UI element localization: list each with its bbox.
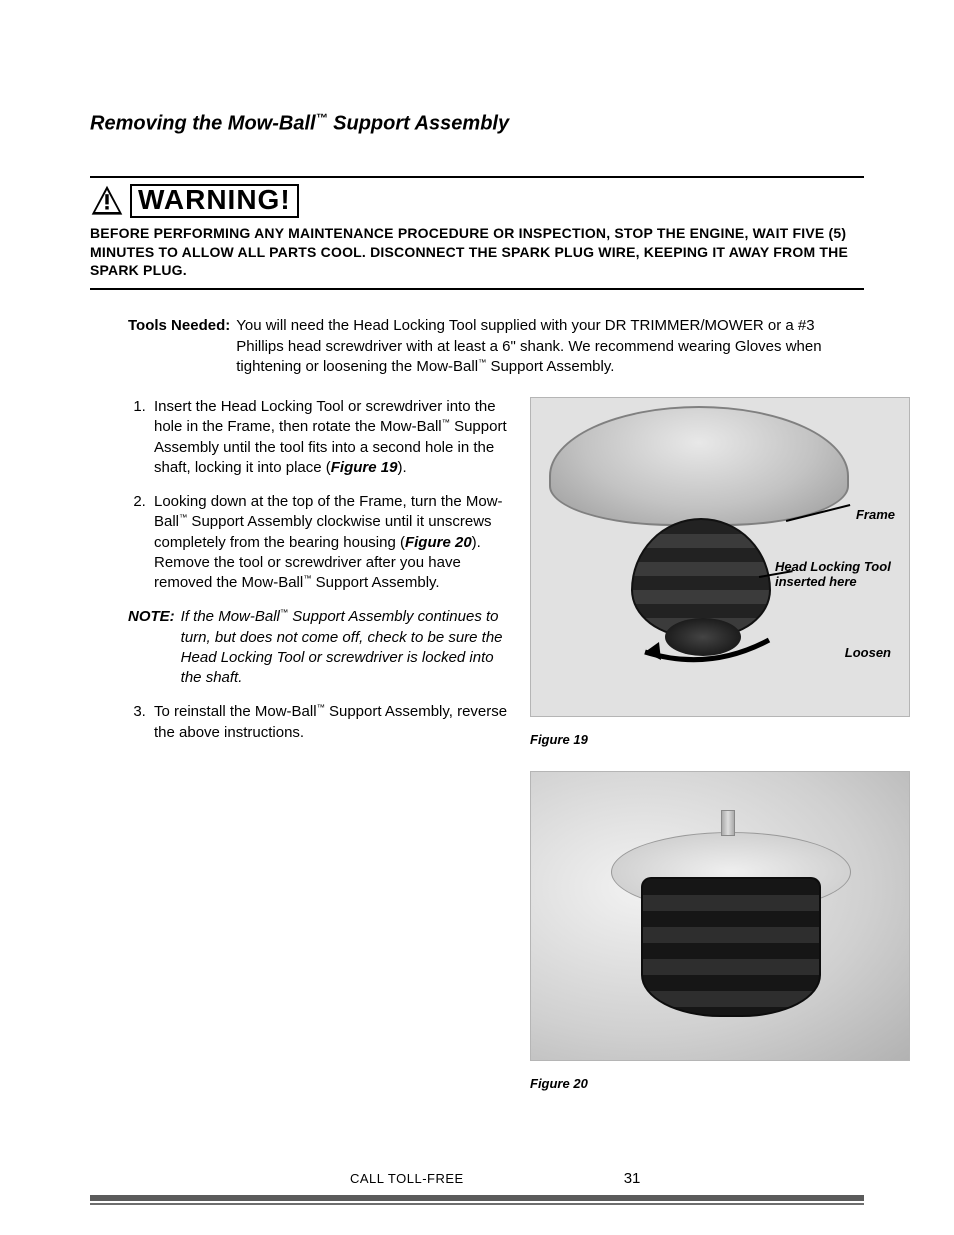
figure-20-bolt [721, 810, 735, 836]
warning-rule-top [90, 176, 864, 178]
warning-text: BEFORE PERFORMING ANY MAINTENANCE PROCED… [90, 224, 864, 281]
figure-20: Figure 20 [530, 771, 910, 1093]
hazard-triangle-icon [90, 184, 124, 218]
note-tm: ™ [280, 608, 288, 617]
footer-rule [90, 1195, 864, 1205]
step-2-figref: Figure 20 [405, 534, 472, 551]
note-block: NOTE: If the Mow-Ball™ Support Assembly … [128, 607, 508, 688]
loosen-arrow-icon [629, 630, 779, 670]
figure-20-image [530, 771, 910, 1061]
tools-body: You will need the Head Locking Tool supp… [230, 316, 864, 377]
callout-frame: Frame [856, 508, 895, 523]
tools-body-2: Support Assembly. [486, 358, 614, 375]
tools-needed: Tools Needed: You will need the Head Loc… [128, 316, 864, 377]
footer-page-number: 31 [624, 1169, 641, 1189]
note-body: If the Mow-Ball™ Support Assembly contin… [175, 607, 508, 688]
step-3a: To reinstall the Mow-Ball [154, 703, 317, 720]
figure-19-trimmer-head [549, 406, 849, 526]
tools-label: Tools Needed: [128, 316, 230, 377]
step-1: Insert the Head Locking Tool or screwdri… [150, 397, 508, 478]
title-post: Support Assembly [328, 113, 510, 135]
note-label: NOTE: [128, 607, 175, 688]
callout-loosen: Loosen [845, 646, 891, 661]
step-1c: ). [397, 459, 406, 476]
step-3: To reinstall the Mow-Ball™ Support Assem… [150, 702, 508, 743]
callout-tool: Head Locking Tool inserted here [775, 560, 895, 590]
step-2: Looking down at the top of the Frame, tu… [150, 492, 508, 593]
footer-call-text: CALL TOLL-FREE [350, 1170, 464, 1188]
warning-banner: WARNING! [90, 184, 864, 218]
warning-label: WARNING! [130, 184, 299, 218]
steps-column: Insert the Head Locking Tool or screwdri… [128, 397, 508, 1114]
figure-20-caption: Figure 20 [530, 1075, 910, 1093]
warning-rule-bottom [90, 288, 864, 290]
figure-19-caption: Figure 19 [530, 731, 910, 749]
step-1a: Insert the Head Locking Tool or screwdri… [154, 398, 496, 435]
figure-20-drum [641, 877, 821, 1017]
step-2d: Support Assembly. [311, 574, 439, 591]
title-pre: Removing the Mow-Ball [90, 113, 316, 135]
figure-19-image: Frame Head Locking Tool inserted here Lo… [530, 397, 910, 717]
step-1-figref: Figure 19 [331, 459, 398, 476]
figure-19: Frame Head Locking Tool inserted here Lo… [530, 397, 910, 749]
steps-list: Insert the Head Locking Tool or screwdri… [150, 397, 508, 743]
content-two-col: Insert the Head Locking Tool or screwdri… [128, 397, 864, 1114]
step-1-tm: ™ [442, 418, 450, 427]
page-footer: CALL TOLL-FREE 31 [90, 1169, 864, 1189]
title-tm: ™ [316, 111, 328, 125]
figures-column: Frame Head Locking Tool inserted here Lo… [530, 397, 910, 1114]
note-body-a: If the Mow-Ball [181, 608, 280, 625]
figure-19-mow-ball [631, 518, 771, 638]
step-3-tm: ™ [317, 703, 325, 712]
section-title: Removing the Mow-Ball™ Support Assembly [90, 110, 864, 138]
